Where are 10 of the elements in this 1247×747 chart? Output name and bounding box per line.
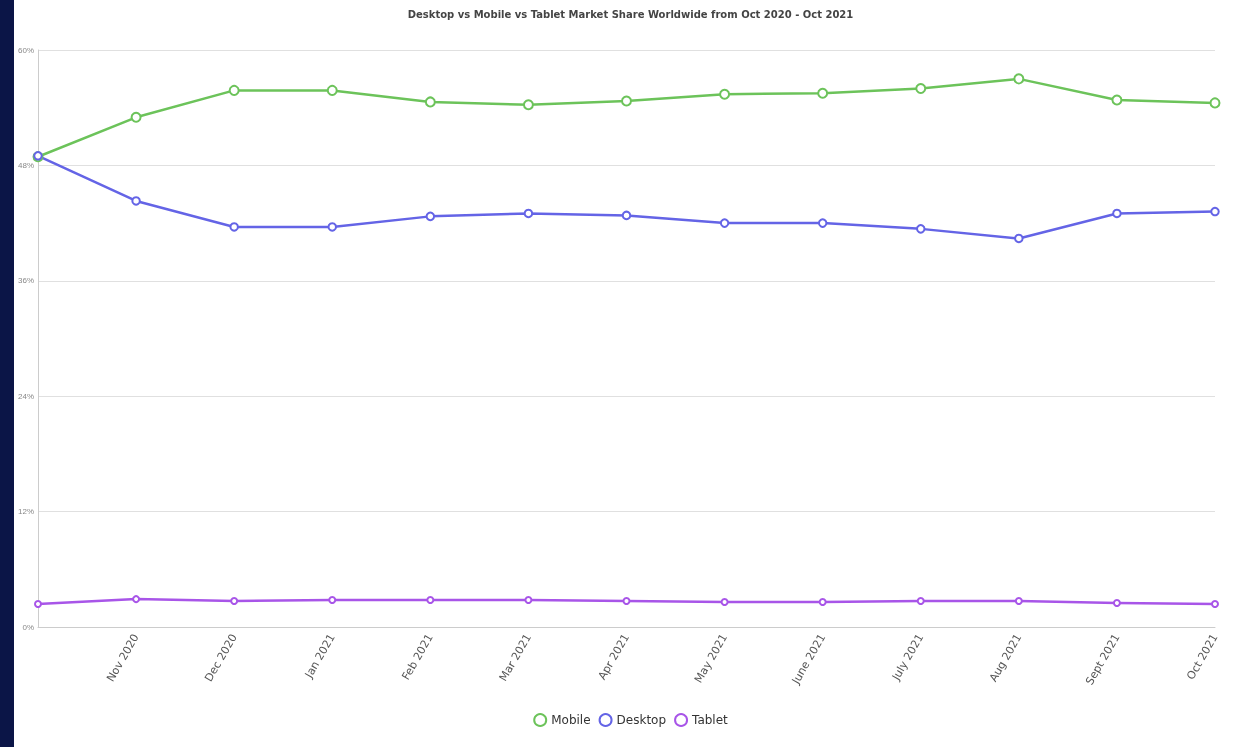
legend-label: Tablet: [691, 713, 729, 727]
y-tick-label: 24%: [17, 391, 34, 401]
y-tick-label: 36%: [17, 276, 34, 286]
y-tick-label: 60%: [17, 45, 34, 55]
y-tick-label: 0%: [22, 622, 34, 632]
y-tick-label: 12%: [17, 507, 34, 517]
legend-label: Desktop: [616, 713, 667, 727]
legend-label: Mobile: [551, 713, 591, 727]
y-tick-label: 48%: [17, 160, 34, 170]
chart-subtitle: Desktop vs Mobile vs Tablet Market Share Worldwide from Oct 2020 - Oct 2021: [407, 8, 854, 20]
